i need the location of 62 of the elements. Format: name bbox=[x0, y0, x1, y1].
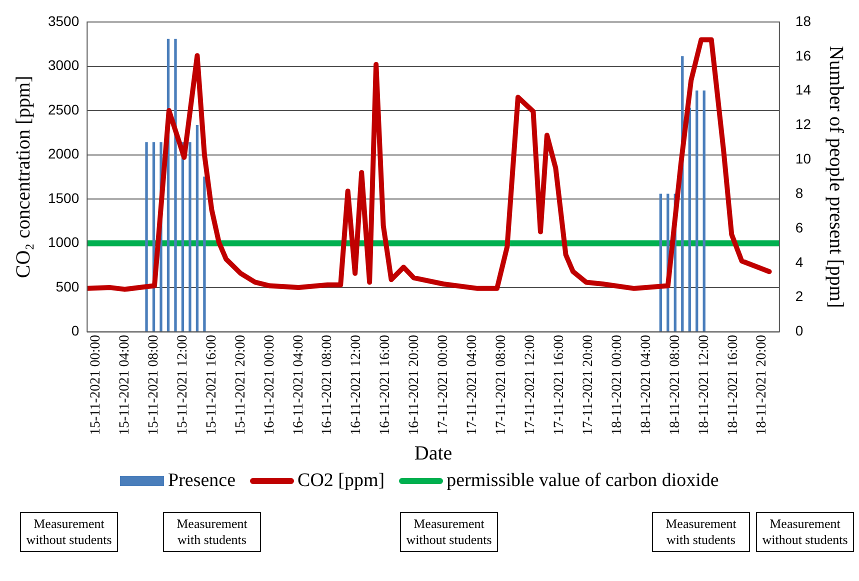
y2-tick-label: 2 bbox=[795, 288, 804, 304]
legend-label: CO2 [ppm] bbox=[298, 470, 385, 492]
y2-tick-label: 18 bbox=[795, 12, 812, 29]
bar bbox=[145, 142, 148, 332]
text: Measurement with students bbox=[163, 512, 261, 552]
x-tick-label: 18-11-2021 08:00 bbox=[668, 334, 683, 436]
y2-tick-label: 14 bbox=[795, 82, 812, 98]
x-tick-label: 17-11-2021 00:00 bbox=[436, 334, 452, 436]
y2-tick-label: 6 bbox=[795, 219, 804, 236]
x-tick-label: 16-11-2021 08:00 bbox=[320, 334, 336, 436]
bar bbox=[688, 108, 691, 332]
y-tick-label: 3500 bbox=[48, 12, 80, 29]
legend-label: permissible value of carbon dioxide bbox=[446, 470, 719, 492]
x-tick-label: 15-11-2021 08:00 bbox=[146, 334, 162, 436]
legend-label: Presence bbox=[168, 470, 236, 492]
y2-tick-label: 4 bbox=[795, 254, 804, 270]
x-tick-label: 16-11-2021 12:00 bbox=[349, 334, 364, 436]
text: Measurement without students bbox=[400, 512, 498, 552]
bar bbox=[196, 124, 199, 332]
y-tick-label: 500 bbox=[56, 278, 80, 294]
y2-tick-label: 0 bbox=[795, 322, 804, 339]
x-tick-label: 15-11-2021 16:00 bbox=[204, 334, 220, 436]
x-tick-label: 18-11-2021 12:00 bbox=[696, 334, 712, 436]
x-tick-label: 16-11-2021 00:00 bbox=[262, 334, 278, 436]
bar bbox=[188, 142, 192, 332]
x-tick-label: 16-11-2021 20:00 bbox=[407, 334, 422, 436]
x-tick-label: 15-11-2021 04:00 bbox=[117, 334, 132, 436]
text: Measurement without students bbox=[756, 512, 854, 552]
bar bbox=[174, 38, 177, 332]
x-tick-label: 16-11-2021 04:00 bbox=[291, 334, 306, 436]
x-tick-label: 18-11-2021 04:00 bbox=[638, 334, 654, 436]
y-tick-label: 2000 bbox=[48, 146, 80, 162]
x-tick-label: 17-11-2021 20:00 bbox=[580, 334, 596, 436]
text: Measurement with students bbox=[652, 512, 750, 552]
bar bbox=[203, 176, 206, 332]
y-axis-title: CO₂ concentration [ppm] bbox=[12, 76, 34, 278]
y2-tick-label: 10 bbox=[795, 150, 812, 167]
y2-axis-title: Number of people present [ppm] bbox=[824, 46, 847, 308]
y2-tick-label: 16 bbox=[795, 47, 812, 64]
bar bbox=[696, 90, 698, 332]
x-axis-title: Date bbox=[414, 442, 452, 464]
bar bbox=[702, 90, 706, 332]
x-tick-label: 16-11-2021 16:00 bbox=[378, 334, 394, 436]
x-tick-label: 15-11-2021 20:00 bbox=[233, 334, 248, 436]
x-tick-label: 17-11-2021 16:00 bbox=[552, 334, 567, 436]
text: Measurement without students bbox=[20, 512, 118, 552]
y2-tick-label: 12 bbox=[795, 116, 812, 132]
x-tick-label: 17-11-2021 12:00 bbox=[522, 334, 538, 436]
y-tick-label: 1000 bbox=[48, 234, 80, 250]
x-tick-label: 15-11-2021 12:00 bbox=[175, 334, 190, 436]
y-tick-label: 0 bbox=[71, 322, 80, 339]
x-tick-label: 17-11-2021 08:00 bbox=[494, 334, 510, 436]
y-tick-label: 3000 bbox=[48, 57, 80, 74]
x-tick-label: 15-11-2021 00:00 bbox=[88, 334, 104, 436]
y-tick-label: 1500 bbox=[48, 190, 80, 206]
x-tick-label: 17-11-2021 04:00 bbox=[465, 334, 480, 436]
y2-tick-label: 8 bbox=[795, 184, 804, 201]
x-tick-label: 18-11-2021 20:00 bbox=[754, 334, 770, 436]
x-tick-label: 18-11-2021 16:00 bbox=[726, 334, 741, 436]
y-tick-label: 2500 bbox=[48, 101, 80, 118]
x-tick-label: 18-11-2021 00:00 bbox=[610, 334, 625, 436]
bar bbox=[659, 194, 662, 332]
